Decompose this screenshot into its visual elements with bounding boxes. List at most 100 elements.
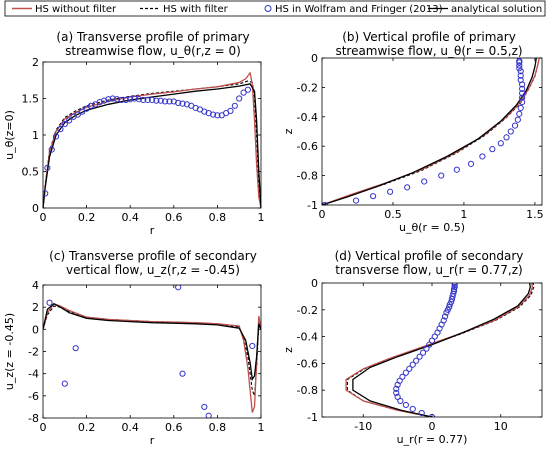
- data-point: [450, 287, 458, 295]
- data-point: [205, 412, 212, 418]
- data-point: [79, 108, 86, 115]
- x-tick-label: 0: [319, 208, 326, 221]
- data-point: [516, 110, 523, 117]
- data-point: [394, 393, 401, 400]
- panel-d-title-line-2: transverse flow, u_r(r = 0.77,z): [335, 263, 522, 277]
- data-point: [57, 126, 64, 133]
- data-point: [61, 120, 68, 128]
- x-tick-label: -10: [354, 420, 372, 433]
- y-tick-label: 0: [311, 277, 318, 290]
- data-point: [416, 353, 423, 360]
- data-point: [402, 369, 409, 376]
- panel-a-title-line-1: (a) Transverse profile of primary: [56, 30, 249, 44]
- x-tick-label: 0.2: [78, 421, 96, 434]
- data-point: [451, 283, 458, 289]
- data-point: [46, 299, 53, 306]
- x-tick-label: 1: [258, 211, 265, 224]
- x-tick-label: 0.2: [78, 211, 96, 224]
- y-tick-label: -1: [307, 199, 318, 212]
- data-point: [519, 94, 526, 101]
- axes-frame-c: [42, 284, 262, 419]
- legend-box: [4, 0, 546, 17]
- legend-label-analytical: analytical solution: [451, 4, 542, 15]
- data-point: [48, 146, 55, 153]
- x-tick-label: 1: [460, 208, 467, 221]
- data-point: [451, 283, 458, 291]
- data-point: [440, 317, 447, 324]
- data-point: [201, 403, 208, 411]
- data-point: [72, 345, 79, 352]
- data-point: [514, 116, 521, 123]
- panel-b-title-line-2: streamwise flow, u_θ(r = 0.5,z): [335, 44, 522, 58]
- y-tick-label: -0.4: [297, 111, 318, 124]
- x-axis-label: r: [150, 224, 155, 237]
- data-point: [175, 99, 182, 106]
- data-point: [438, 172, 445, 179]
- y-axis-label: z: [282, 347, 295, 353]
- panel-d-title-line-1: (d) Vertical profile of secondary: [335, 249, 524, 263]
- y-tick-label: 0: [32, 323, 39, 336]
- y-tick-label: -0.6: [297, 357, 318, 370]
- y-tick-label: -0.6: [297, 140, 318, 153]
- y-tick-label: 2: [32, 56, 39, 69]
- x-axis-label: r: [150, 434, 155, 447]
- axes-frame-a: [42, 61, 262, 209]
- data-point: [352, 197, 360, 204]
- y-axis-label: z: [282, 128, 295, 134]
- y-tick-label: -0.8: [297, 384, 318, 397]
- data-point: [157, 97, 164, 104]
- panel-d: -10 0 10-1-0.8-0.6-0.4-0.20u_r(r = 0.77)z: [282, 277, 543, 446]
- data-point: [467, 160, 475, 167]
- y-tick-label: -0.8: [297, 170, 318, 183]
- data-point: [507, 128, 514, 135]
- x-tick-label: 0: [40, 211, 47, 224]
- panel-c: 0 0.2 0.4 0.6 0.8 1 -8 -6 -4 -2 0 2 4 r u_z(z = -0.45): [3, 279, 265, 447]
- legend-label-wf2013: HS in Wolfram and Fringer (2013): [275, 4, 443, 15]
- data-point: [179, 100, 186, 107]
- panel-b-title-line-1: (b) Vertical profile of primary: [342, 30, 516, 44]
- data-point: [369, 193, 377, 200]
- x-tick-label: 0: [429, 420, 436, 433]
- data-point: [52, 133, 60, 140]
- data-point: [402, 401, 409, 409]
- x-tick-label: 1: [258, 421, 265, 434]
- y-tick-label: -0.2: [297, 304, 318, 317]
- panel-a-title: (a) Transverse profile of primary stream…: [56, 30, 249, 58]
- series-wf2013-b: [322, 58, 526, 205]
- data-point: [249, 342, 256, 350]
- data-point: [144, 96, 151, 104]
- data-point: [419, 349, 427, 356]
- data-point: [140, 96, 147, 104]
- series-analytical-d: [352, 283, 531, 417]
- y-axis-label: u_z(z = -0.45): [3, 313, 16, 390]
- panel-a: 0 0.2 0.4 0.6 0.8 1 0 0.5 1 1.5 2 r u_θ(z=0): [3, 56, 265, 237]
- y-tick-label: -8: [28, 412, 39, 425]
- y-axis-label: u_θ(z=0): [3, 110, 16, 160]
- data-point: [413, 357, 420, 364]
- data-point: [74, 111, 81, 118]
- data-point: [227, 107, 234, 115]
- data-point: [479, 153, 486, 160]
- y-tick-label: -2: [28, 346, 39, 359]
- x-tick-label: 0.8: [209, 421, 227, 434]
- data-point: [503, 134, 510, 141]
- panel-b: 0 0.5 1 1.5 -1 -0.8 -0.6 -0.4 -0.2 0 u_θ(r = 0.5) z: [282, 52, 544, 234]
- panel-c-title-line-2: vertical flow, u_z(r,z = -0.45): [66, 263, 240, 277]
- panel-c-title-line-1: (c) Transverse profile of secondary: [49, 249, 257, 263]
- data-point: [446, 304, 453, 311]
- series-hs-nofilter-d: [345, 283, 534, 417]
- x-tick-label: 0.4: [121, 211, 139, 224]
- y-tick-label: 0: [32, 202, 39, 215]
- y-tick-label: -0.4: [297, 331, 318, 344]
- y-tick-label: 4: [32, 279, 39, 292]
- data-point: [497, 140, 504, 147]
- data-point: [404, 184, 411, 191]
- data-point: [166, 98, 173, 105]
- data-point: [517, 72, 524, 79]
- data-point: [109, 95, 116, 102]
- x-tick-label: 0.4: [121, 421, 139, 434]
- data-point: [451, 283, 458, 287]
- data-point: [118, 96, 125, 104]
- data-point: [517, 68, 524, 75]
